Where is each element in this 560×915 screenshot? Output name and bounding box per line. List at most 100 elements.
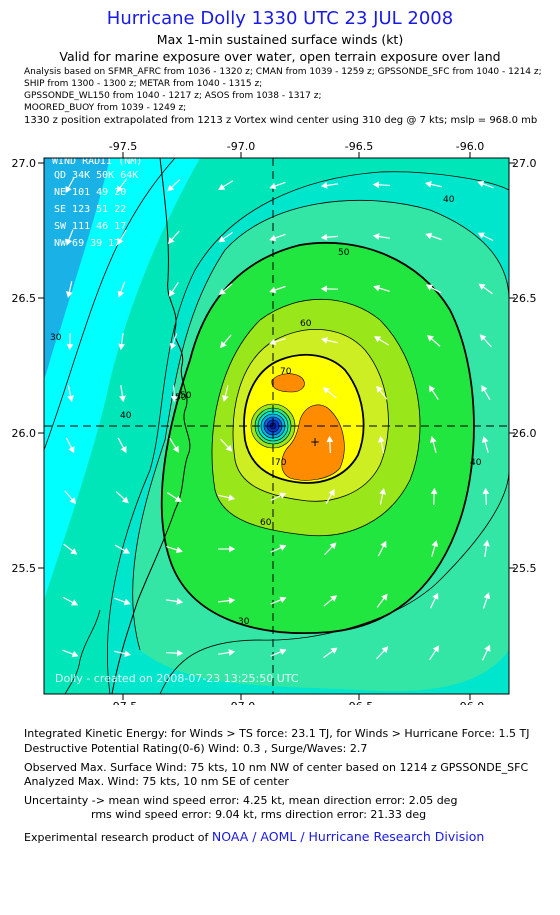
wind-analysis-map: + 30 40 50 60 70 40 50 60 70 30 40 50 WIND RADII (N… xyxy=(12,140,537,705)
wind-vectors xyxy=(62,177,494,661)
wind-arrow xyxy=(167,230,180,244)
wind-arrow xyxy=(169,333,178,350)
wind-arrow xyxy=(269,337,286,346)
wind-arrow xyxy=(218,283,233,295)
wind-arrow xyxy=(377,540,387,557)
analyzed-max-line: Analyzed Max. Wind: 75 kts, 10 nm SE of … xyxy=(24,775,289,788)
wind-arrow xyxy=(325,488,335,505)
y-tick-label: 27.0 xyxy=(512,157,537,170)
wind-arrow xyxy=(479,334,492,348)
wind-arrow xyxy=(481,436,489,453)
contour-labels: 30 40 50 60 70 40 50 60 70 30 40 50 xyxy=(50,195,482,627)
wind-arrow xyxy=(379,487,386,505)
wind-arrow xyxy=(117,281,126,298)
contour-label: 30 xyxy=(238,617,250,627)
wind-arrow xyxy=(65,177,75,194)
contour-label: 50 xyxy=(180,391,192,401)
wind-arrow xyxy=(482,592,491,609)
map-field: + xyxy=(44,158,509,694)
wind-arrow xyxy=(320,337,338,344)
wind-arrow xyxy=(269,285,286,294)
contour-label: 50 xyxy=(175,393,187,403)
wind-arrow xyxy=(114,650,132,657)
wind-arrow xyxy=(270,492,287,501)
wind-radii-row: NE 101 49 20 xyxy=(54,187,126,198)
uncertainty-line: Uncertainty -> mean wind speed error: 4.… xyxy=(24,794,458,807)
wind-arrow xyxy=(220,334,232,349)
contour-label: 30 xyxy=(50,333,62,343)
wind-radii-row: NW 69 39 17 xyxy=(54,238,120,249)
wind-arrow xyxy=(66,332,74,351)
wind-arrow xyxy=(431,540,439,557)
wind-arrow xyxy=(166,546,183,554)
wind-arrow xyxy=(66,281,73,299)
x-tick-label: -96.5 xyxy=(345,700,373,705)
plot-frame xyxy=(43,157,510,695)
wind-arrow xyxy=(218,180,234,190)
wind-arrow xyxy=(218,649,236,656)
wind-arrow xyxy=(323,595,338,607)
wind-arrow xyxy=(323,647,338,659)
wind-arrow xyxy=(428,385,439,401)
coastline xyxy=(64,609,101,694)
wind-arrow xyxy=(374,336,390,346)
wind-arrow xyxy=(373,284,390,292)
wind-arrow xyxy=(326,435,334,454)
wind-arrow xyxy=(372,181,391,189)
land-region xyxy=(44,158,110,380)
wind-arrow xyxy=(218,231,233,243)
wind-arrow xyxy=(166,492,182,503)
wind-arrow xyxy=(320,233,339,241)
wind-arrow xyxy=(430,487,438,506)
uncertainty-line: rms wind speed error: 9.04 kt, rms direc… xyxy=(91,808,427,821)
contour-label: 60 xyxy=(300,319,312,329)
wind-arrow xyxy=(269,181,286,190)
wind-arrow xyxy=(429,436,437,453)
wind-arrow xyxy=(270,596,287,605)
contour-label: 40 xyxy=(470,458,482,468)
wind-arrow xyxy=(220,438,233,452)
y-tick-label: 27.0 xyxy=(12,157,37,170)
wind-arrow xyxy=(425,232,442,241)
wind-arrow xyxy=(65,437,75,454)
wind-arrow xyxy=(478,283,493,295)
y-tick-label: 26.5 xyxy=(512,292,537,305)
wind-arrow xyxy=(376,646,389,660)
wind-arrow xyxy=(67,385,74,403)
contour-label: 70 xyxy=(280,367,292,377)
axis-tick-labels: -97.5 -97.5 -97.0 -97.0 -96.5 -96.5 -96.0 -96.0… xyxy=(12,140,537,705)
wind-arrow xyxy=(270,648,287,657)
wind-arrow xyxy=(119,385,126,403)
wind-arrow xyxy=(218,494,236,501)
y-tick-label: 26.0 xyxy=(512,427,537,440)
x-tick-label: -97.5 xyxy=(109,700,137,705)
x-tick-label: -97.5 xyxy=(109,140,137,153)
max-wind-area xyxy=(281,404,345,481)
x-tick-label: -96.0 xyxy=(456,140,484,153)
analysis-line: Analysis based on SFMR_AFRC from 1036 - … xyxy=(24,67,542,77)
wind-arrow xyxy=(320,182,339,189)
wind-arrow xyxy=(324,542,337,556)
wind-arrow xyxy=(372,233,390,240)
wind-arrow xyxy=(429,645,440,661)
wind-arrow xyxy=(115,491,129,504)
wind-radii-row: SW 111 46 17 xyxy=(54,221,126,232)
observed-max-line: Observed Max. Surface Wind: 75 kts, 10 n… xyxy=(24,761,529,774)
wind-arrow xyxy=(118,332,125,351)
x-tick-label: -97.0 xyxy=(227,140,255,153)
wind-arrow xyxy=(116,178,128,193)
org-link[interactable]: NOAA / AOML / Hurricane Research Divisio… xyxy=(211,829,485,844)
wind-arrow xyxy=(477,180,494,189)
wind-arrow xyxy=(167,179,181,192)
wind-arrow xyxy=(117,437,127,454)
dpr-line: Destructive Potential Rating(0-6) Wind: … xyxy=(24,742,368,755)
experimental-prefix: Experimental research product of xyxy=(24,831,209,844)
wind-arrow xyxy=(269,233,286,242)
wind-arrow xyxy=(217,597,236,605)
validity-note: Valid for marine exposure over water, op… xyxy=(59,49,501,64)
wind-arrow xyxy=(378,435,385,453)
wind-arrow xyxy=(62,649,79,658)
wind-arrow xyxy=(425,284,442,294)
ike-line: Integrated Kinetic Energy: for Winds > T… xyxy=(24,727,530,740)
wind-radii-table: WIND RADII (NM) QD 34K 50K 64K NE 101 49… xyxy=(52,156,142,249)
